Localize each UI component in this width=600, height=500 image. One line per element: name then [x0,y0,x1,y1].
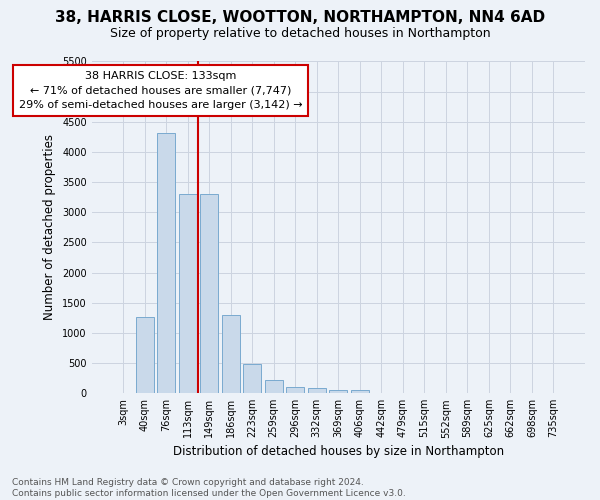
Text: 38, HARRIS CLOSE, WOOTTON, NORTHAMPTON, NN4 6AD: 38, HARRIS CLOSE, WOOTTON, NORTHAMPTON, … [55,10,545,25]
Bar [221,316,240,393]
Y-axis label: Number of detached properties: Number of detached properties [43,134,56,320]
Bar [157,134,175,393]
Bar [308,388,326,393]
Bar [243,364,262,393]
Bar [350,390,369,393]
Bar [286,388,304,393]
Bar [329,390,347,393]
X-axis label: Distribution of detached houses by size in Northampton: Distribution of detached houses by size … [173,444,504,458]
Text: Contains HM Land Registry data © Crown copyright and database right 2024.
Contai: Contains HM Land Registry data © Crown c… [12,478,406,498]
Bar [179,194,197,393]
Bar [265,380,283,393]
Bar [136,316,154,393]
Bar [200,194,218,393]
Text: 38 HARRIS CLOSE: 133sqm
← 71% of detached houses are smaller (7,747)
29% of semi: 38 HARRIS CLOSE: 133sqm ← 71% of detache… [19,70,302,110]
Text: Size of property relative to detached houses in Northampton: Size of property relative to detached ho… [110,28,490,40]
